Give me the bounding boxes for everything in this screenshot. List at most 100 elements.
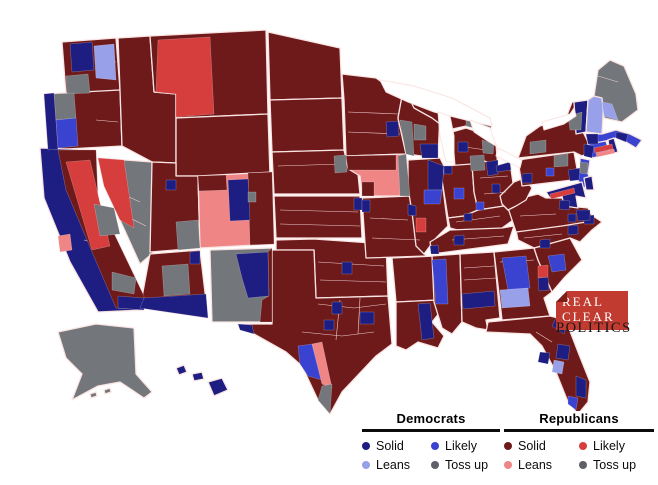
district-fl-leans <box>551 359 565 375</box>
district-ia-north <box>345 154 397 171</box>
legend-bar-republicans <box>504 429 654 432</box>
region-arkansas <box>391 255 439 303</box>
district-ny-nyc <box>583 143 595 159</box>
region-hawaii <box>175 364 229 397</box>
legend-item-rep-tossup: Toss up <box>579 458 654 472</box>
region-wyoming <box>175 113 271 177</box>
lake-huron <box>469 119 497 147</box>
district-line-10 <box>371 237 421 241</box>
legend-label: Toss up <box>445 458 489 472</box>
district-fl-tampa <box>537 351 551 365</box>
district-nc-charlotte <box>539 238 551 249</box>
district-tx-rio-grande <box>297 343 323 381</box>
district-va-richmond <box>567 213 577 223</box>
legend-item-dem-tossup: Toss up <box>431 458 500 472</box>
district-mt-west <box>155 36 215 118</box>
solid-dem-swatch-icon <box>362 442 370 450</box>
district-il-red <box>415 217 427 233</box>
district-wi-west <box>399 119 415 157</box>
district-pa-philly <box>567 167 581 182</box>
district-tn-nashville <box>453 234 465 246</box>
district-line-12 <box>455 215 501 223</box>
legend-item-dem-solid: Solid <box>362 439 431 453</box>
solid-rep-swatch-icon <box>504 442 512 450</box>
district-line-20 <box>347 111 399 115</box>
rcp-logo-fold-icon <box>556 291 567 302</box>
district-line-13 <box>463 265 495 269</box>
district-ga-coast <box>537 264 549 279</box>
district-in-indy <box>453 187 465 200</box>
district-ne-omaha <box>333 154 348 174</box>
district-tx-houston <box>359 311 375 325</box>
district-az-south <box>139 293 209 319</box>
district-ny-li-pink <box>595 148 616 158</box>
tossup-swatch-icon <box>579 461 587 469</box>
leans-rep-swatch-icon <box>504 461 512 469</box>
district-line-15 <box>523 233 563 239</box>
district-line-25 <box>535 331 553 343</box>
legend-label: Toss up <box>593 458 637 472</box>
district-oh-columbus <box>491 183 501 194</box>
district-nj-gray <box>579 161 589 175</box>
district-fl-orlando <box>555 343 571 361</box>
district-wa-southwest <box>65 73 91 95</box>
district-mo-stl <box>407 203 417 217</box>
district-co-denver <box>227 178 251 222</box>
district-oh-southwest <box>475 201 485 211</box>
district-line-30 <box>95 119 119 123</box>
lake-erie <box>495 147 523 169</box>
district-az-northeast <box>189 250 201 265</box>
rcp-logo-line1: REAL <box>562 294 604 309</box>
district-nc-raleigh <box>567 224 579 236</box>
district-va-nova <box>558 199 571 211</box>
region-florida <box>485 315 591 415</box>
district-wa-leans <box>93 43 117 81</box>
district-ny-li-red <box>593 143 614 154</box>
lake-michigan <box>437 111 455 163</box>
district-ky-louisville <box>463 212 473 222</box>
legend-label: Solid <box>376 439 404 453</box>
region-kansas <box>273 195 363 239</box>
district-la-new-orleans <box>417 302 435 341</box>
district-me-south <box>601 101 619 121</box>
district-nm-east <box>259 247 273 323</box>
likely-dem-swatch-icon <box>431 442 439 450</box>
region-alaska <box>57 323 153 401</box>
legend-group-democrats: Democrats Solid Likely Leans Toss up <box>362 411 500 472</box>
district-line-4 <box>279 209 359 213</box>
district-wi-south <box>419 143 439 159</box>
district-co-gray <box>247 191 257 203</box>
rcp-logo-line2: CLEAR <box>562 308 615 324</box>
district-ia-east <box>397 153 411 197</box>
district-line-26 <box>597 75 619 83</box>
district-ut-slc <box>165 179 177 191</box>
district-ca-gray-1 <box>93 203 121 237</box>
district-line-1 <box>301 331 375 337</box>
district-ma-southeast <box>615 131 629 143</box>
district-md-eastern-shore <box>549 187 576 200</box>
district-pa-northeast <box>553 153 569 168</box>
district-tx-el-paso <box>237 323 255 335</box>
legend-item-rep-likely: Likely <box>579 439 654 453</box>
legend-label: Leans <box>376 458 411 472</box>
legend-label: Solid <box>518 439 546 453</box>
district-line-0 <box>317 303 387 309</box>
rcp-logo-line3: POLITICS <box>556 320 632 336</box>
district-al-black-belt <box>461 290 496 310</box>
legend-title-republicans: Republicans <box>539 411 619 426</box>
legend-label: Leans <box>518 458 553 472</box>
district-wi-center <box>413 123 427 141</box>
district-il-suburbs <box>423 189 443 205</box>
likely-rep-swatch-icon <box>579 442 587 450</box>
district-fl-miami <box>567 395 579 411</box>
district-sc-center <box>547 253 567 273</box>
district-wa-seattle <box>69 41 95 73</box>
map-legend: Democrats Solid Likely Leans Toss up Rep… <box>358 411 656 483</box>
district-pa-pittsburgh <box>521 172 533 184</box>
district-ma-west <box>585 133 599 145</box>
district-tx-dallas <box>341 261 353 275</box>
district-or-gray <box>53 92 77 121</box>
district-co-east <box>247 171 275 246</box>
district-line-5 <box>279 223 361 227</box>
